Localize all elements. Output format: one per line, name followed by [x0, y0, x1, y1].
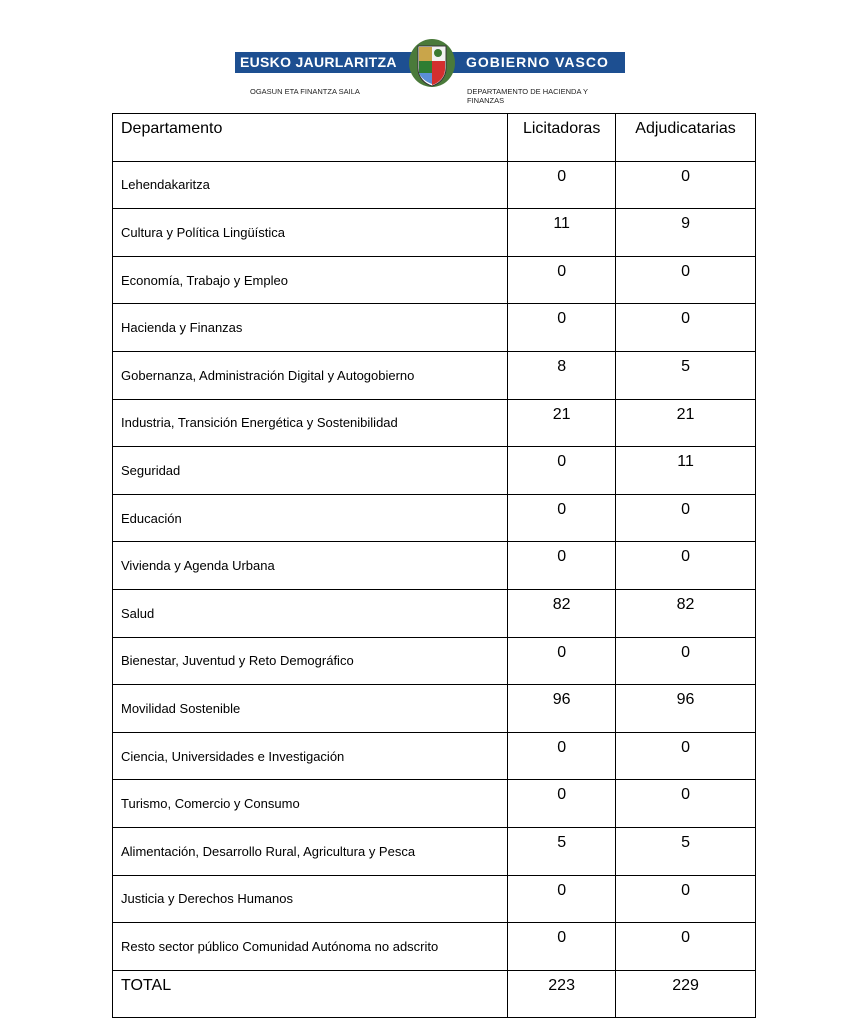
licitadoras-cell: 21 [507, 398, 617, 448]
licitadoras-cell: 82 [507, 588, 617, 638]
adjudicatarias-cell: 0 [615, 160, 756, 210]
licitadoras-cell: 11 [507, 208, 617, 257]
table-row: Gobernanza, Administración Digital y Aut… [111, 350, 756, 400]
table-row: Lehendakaritza 0 0 [111, 160, 756, 210]
adjudicatarias-cell: 11 [615, 446, 756, 495]
table-row: Cultura y Política Lingüística 11 9 [111, 208, 756, 257]
licitadoras-cell: 0 [507, 303, 617, 352]
department-cell: Cultura y Política Lingüística [111, 208, 509, 257]
logo-right-subtitle-2: FINANZAS [467, 96, 505, 105]
table-row: Turismo, Comercio y Consumo 0 0 [111, 779, 756, 828]
department-cell: Vivienda y Agenda Urbana [111, 541, 509, 590]
department-cell: Justicia y Derechos Humanos [111, 874, 509, 924]
department-cell: Gobernanza, Administración Digital y Aut… [111, 350, 509, 400]
adjudicatarias-cell: 0 [615, 541, 756, 590]
coat-of-arms-icon [409, 39, 455, 87]
licitadoras-cell: 0 [507, 160, 617, 210]
licitadoras-cell: 0 [507, 779, 617, 828]
table-row: Economía, Trabajo y Empleo 0 0 [111, 255, 756, 305]
licitadoras-cell: 96 [507, 684, 617, 733]
department-cell: Economía, Trabajo y Empleo [111, 255, 509, 305]
table-row: Educación 0 0 [111, 493, 756, 543]
licitadoras-cell: 8 [507, 350, 617, 400]
logo-right-subtitle-1: DEPARTAMENTO DE HACIENDA Y [467, 87, 588, 96]
department-cell: Alimentación, Desarrollo Rural, Agricult… [111, 826, 509, 876]
adjudicatarias-cell: 0 [615, 255, 756, 305]
table-row: Vivienda y Agenda Urbana 0 0 [111, 541, 756, 590]
department-cell: Turismo, Comercio y Consumo [111, 779, 509, 828]
header-adjudicatarias: Adjudicatarias [615, 113, 756, 162]
licitadoras-cell: 0 [507, 731, 617, 781]
licitadoras-cell: 0 [507, 874, 617, 924]
adjudicatarias-cell: 0 [615, 493, 756, 543]
table-row: Justicia y Derechos Humanos 0 0 [111, 874, 756, 924]
adjudicatarias-cell: 82 [615, 588, 756, 638]
department-cell: Movilidad Sostenible [111, 684, 509, 733]
adjudicatarias-cell: 9 [615, 208, 756, 257]
adjudicatarias-cell: 0 [615, 731, 756, 781]
licitadoras-cell: 0 [507, 636, 617, 686]
departments-table: Departamento Licitadoras Adjudicatarias … [111, 113, 756, 1018]
department-cell: Ciencia, Universidades e Investigación [111, 731, 509, 781]
table-row: Alimentación, Desarrollo Rural, Agricult… [111, 826, 756, 876]
department-cell: Seguridad [111, 446, 509, 495]
logo-left-title: EUSKO JAURLARITZA [240, 54, 397, 70]
adjudicatarias-cell: 0 [615, 303, 756, 352]
department-cell: Hacienda y Finanzas [111, 303, 509, 352]
table-row: Salud 82 82 [111, 588, 756, 638]
licitadoras-cell: 0 [507, 446, 617, 495]
department-cell: Bienestar, Juventud y Reto Demográfico [111, 636, 509, 686]
adjudicatarias-cell: 0 [615, 779, 756, 828]
table-header-row: Departamento Licitadoras Adjudicatarias [111, 113, 756, 162]
licitadoras-cell: 0 [507, 541, 617, 590]
table-row: Bienestar, Juventud y Reto Demográfico 0 0 [111, 636, 756, 686]
table-row: Hacienda y Finanzas 0 0 [111, 303, 756, 352]
department-cell: Lehendakaritza [111, 160, 509, 210]
table-row: Movilidad Sostenible 96 96 [111, 684, 756, 733]
licitadoras-cell: 0 [507, 493, 617, 543]
adjudicatarias-cell: 5 [615, 350, 756, 400]
table-row: Industria, Transición Energética y Soste… [111, 398, 756, 448]
department-cell: TOTAL [111, 969, 509, 1018]
licitadoras-cell: 5 [507, 826, 617, 876]
table-row: Seguridad 0 11 [111, 446, 756, 495]
department-cell: Salud [111, 588, 509, 638]
adjudicatarias-cell: 96 [615, 684, 756, 733]
table-row: Ciencia, Universidades e Investigación 0 0 [111, 731, 756, 781]
logo-right-title: GOBIERNO VASCO [466, 54, 609, 70]
adjudicatarias-cell: 0 [615, 874, 756, 924]
department-cell: Educación [111, 493, 509, 543]
header-departamento: Departamento [111, 113, 509, 162]
header-licitadoras: Licitadoras [507, 113, 617, 162]
licitadoras-cell: 0 [507, 255, 617, 305]
department-cell: Industria, Transición Energética y Soste… [111, 398, 509, 448]
licitadoras-cell: 223 [507, 969, 617, 1018]
logo-left-subtitle: OGASUN ETA FINANTZA SAILA [250, 87, 360, 96]
adjudicatarias-cell: 229 [615, 969, 756, 1018]
total-row: TOTAL 223 229 [111, 969, 756, 1018]
adjudicatarias-cell: 0 [615, 636, 756, 686]
adjudicatarias-cell: 5 [615, 826, 756, 876]
adjudicatarias-cell: 21 [615, 398, 756, 448]
